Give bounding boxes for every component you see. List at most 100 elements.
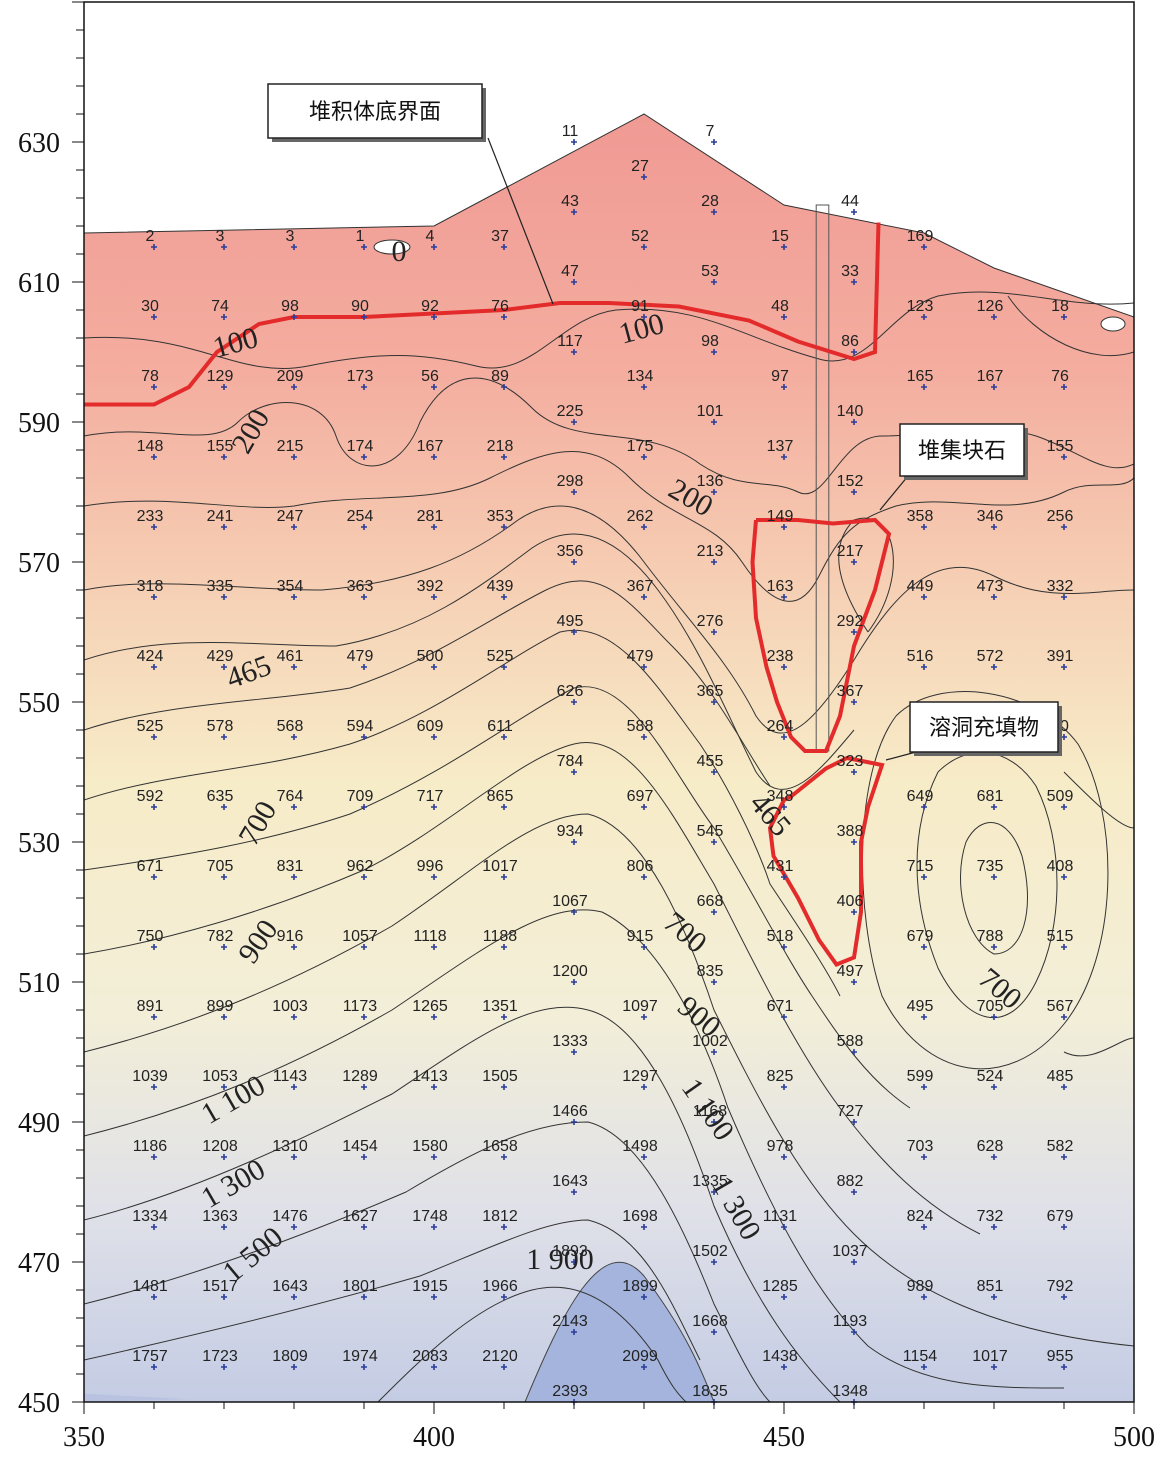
data-point-marker [431,1294,437,1300]
contour-level-label: 0 [392,235,407,268]
data-point-marker [291,1364,297,1370]
data-value-label: 28 [701,193,719,210]
data-value-label: 735 [977,858,1004,875]
data-value-label: 174 [347,438,374,455]
data-value-label: 1974 [342,1348,378,1365]
data-value-label: 518 [767,928,794,945]
data-value-label: 52 [631,228,649,245]
data-point-marker [641,244,647,250]
data-point-marker [781,1084,787,1090]
contour-line-21 [1007,295,1134,357]
data-point-marker [501,664,507,670]
data-value-label: 1118 [413,928,446,945]
data-point-marker [921,1154,927,1160]
data-point-marker [781,594,787,600]
data-point-marker [781,944,787,950]
data-point-marker [641,1294,647,1300]
data-point-marker [571,699,577,705]
data-point-marker [431,454,437,460]
data-value-label: 37 [491,228,509,245]
data-point-marker [431,1014,437,1020]
y-tick-label: 590 [18,408,60,439]
data-point-marker [291,874,297,880]
cave-fill-outline [767,755,885,967]
data-value-label: 732 [977,1208,1004,1225]
data-value-label: 238 [767,648,794,665]
data-point-marker [221,1154,227,1160]
data-value-label: 363 [347,578,374,595]
data-point-marker [921,594,927,600]
data-point-marker [641,1364,647,1370]
data-value-label: 2083 [412,1348,448,1365]
data-point-marker [1061,1294,1067,1300]
data-point-marker [361,594,367,600]
data-value-label: 1835 [692,1383,728,1400]
data-point-marker [991,1084,997,1090]
data-point-marker [361,454,367,460]
data-value-label: 11 [562,123,579,140]
data-value-label: 485 [1047,1068,1074,1085]
data-value-label: 715 [907,858,934,875]
data-value-label: 709 [347,788,374,805]
data-point-marker [1061,314,1067,320]
data-point-marker [641,174,647,180]
data-point-marker [501,1364,507,1370]
data-value-label: 1154 [903,1348,938,1365]
data-point-marker [641,1014,647,1020]
data-point-marker [851,349,857,355]
data-value-label: 165 [907,368,934,385]
data-value-label: 1053 [202,1068,238,1085]
data-point-marker [851,559,857,565]
data-point-marker [851,1119,857,1125]
void-left [373,239,411,255]
data-value-label: 750 [137,928,164,945]
data-point-marker [781,1154,787,1160]
data-value-label: 764 [277,788,304,805]
data-point-marker [711,1329,717,1335]
data-value-label: 233 [137,508,164,525]
data-point-marker [151,1224,157,1230]
data-value-label: 391 [1047,648,1074,665]
contour-line-8 [84,686,911,1109]
data-point-marker [1061,524,1067,530]
data-point-marker [781,664,787,670]
data-value-label: 137 [767,438,794,455]
data-point-marker [711,349,717,355]
data-point-marker [851,909,857,915]
data-point-marker [1061,1014,1067,1020]
data-value-label: 825 [767,1068,794,1085]
data-point-marker [641,524,647,530]
y-tick-label: 510 [18,968,60,999]
data-value-label: 167 [977,368,1004,385]
data-point-marker [501,944,507,950]
data-point-marker [221,1084,227,1090]
x-tick-label: 400 [413,1422,455,1453]
data-point-marker [571,1189,577,1195]
data-point-marker [571,1329,577,1335]
data-value-label: 588 [837,1033,864,1050]
data-value-label: 1893 [552,1243,588,1260]
data-value-label: 1097 [622,998,658,1015]
data-point-marker [1061,384,1067,390]
data-value-label: 1188 [483,928,518,945]
data-value-label: 136 [697,473,724,490]
contour-line-4 [84,505,1134,734]
data-point-marker [221,454,227,460]
data-value-label: 649 [907,788,934,805]
annotation-leader [885,751,917,761]
data-value-label: 851 [977,1278,1004,1295]
data-value-label: 353 [487,508,514,525]
data-point-marker [571,419,577,425]
data-value-label: 611 [487,718,513,735]
data-point-marker [991,874,997,880]
data-point-marker [851,489,857,495]
data-value-label: 567 [1047,998,1074,1015]
data-point-marker [291,454,297,460]
data-value-label: 262 [627,508,654,525]
data-value-label: 92 [421,298,439,315]
data-point-marker [991,384,997,390]
data-point-marker [361,1154,367,1160]
data-value-label: 332 [1047,578,1074,595]
data-value-label: 1057 [342,928,378,945]
